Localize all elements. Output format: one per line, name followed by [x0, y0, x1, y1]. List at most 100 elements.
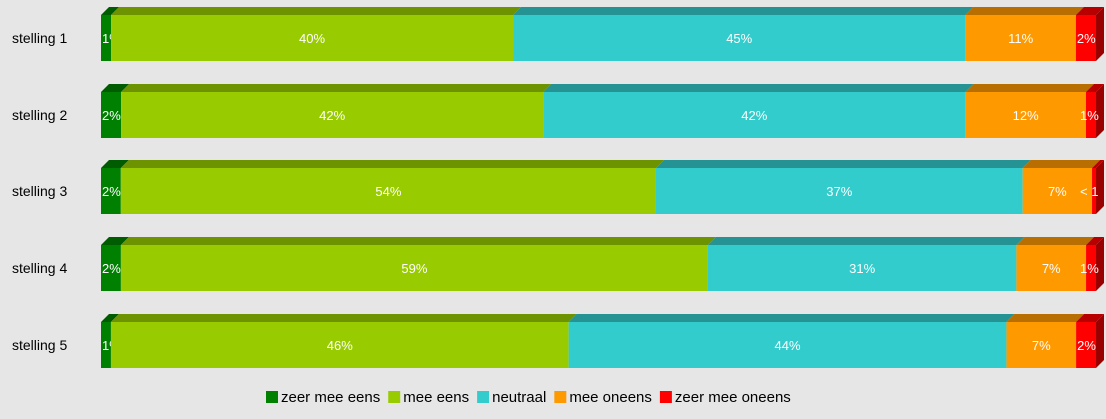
legend-label: zeer mee oneens	[675, 389, 791, 406]
bar-segment: 46%	[110, 314, 577, 368]
bar-top-face	[101, 7, 120, 15]
bar-front-face	[1085, 92, 1096, 138]
data-label: 40%	[299, 31, 325, 46]
bar-segment: 1%	[1080, 237, 1104, 291]
bar-side-face	[1096, 160, 1104, 214]
data-label: 1%	[1080, 261, 1099, 276]
bar-front-face	[1006, 322, 1077, 368]
bar-segment: 1%	[1080, 84, 1104, 138]
bar-top-face	[110, 314, 577, 322]
legend-item: zeer mee eens	[266, 389, 380, 406]
bar-front-face	[120, 168, 656, 214]
bar-front-face	[655, 168, 1023, 214]
data-label: 7%	[1032, 338, 1051, 353]
bar-front-face	[1016, 245, 1087, 291]
bar-front-face	[568, 322, 1007, 368]
data-label: 37%	[826, 184, 852, 199]
data-label: 2%	[102, 108, 121, 123]
bar-top-face	[1006, 314, 1085, 322]
bar-front-face	[707, 245, 1017, 291]
legend-label: mee oneens	[569, 389, 652, 406]
bar-front-face	[101, 245, 121, 291]
bar-segment: 2%	[101, 84, 130, 138]
bar-top-face	[101, 237, 129, 245]
category-label: stelling 5	[12, 337, 67, 353]
bar-segment: 37%	[655, 160, 1031, 214]
bar-segment: 7%	[1022, 160, 1101, 214]
bar-side-face	[1096, 237, 1104, 291]
bar-segment: 7%	[1016, 237, 1095, 291]
legend-swatch	[477, 391, 490, 403]
category-label: stelling 4	[12, 260, 67, 276]
bar-segment: 45%	[513, 7, 974, 61]
bar-side-face	[1096, 84, 1104, 138]
bar-front-face	[101, 168, 121, 214]
bar-front-face	[965, 15, 1076, 61]
legend-swatch	[554, 391, 567, 403]
bar-top-face	[101, 314, 119, 322]
bar-top-face	[120, 237, 716, 245]
data-label: 45%	[726, 31, 752, 46]
bar-top-face	[111, 7, 522, 15]
bar-segment: 42%	[543, 84, 974, 138]
bar-front-face	[1022, 168, 1093, 214]
bar-segment: 40%	[111, 7, 522, 61]
bar-top-face	[513, 7, 974, 15]
bar-front-face	[513, 15, 966, 61]
legend-item: neutraal	[477, 389, 546, 406]
bar-top-face	[101, 160, 129, 168]
legend-swatch	[266, 391, 278, 403]
legend-swatch	[659, 391, 672, 403]
bar-top-face	[965, 84, 1094, 92]
data-label: 1%	[1080, 108, 1099, 123]
bar-top-face	[1022, 160, 1101, 168]
bar-front-face	[101, 322, 111, 368]
legend-item: zeer mee oneens	[659, 389, 791, 406]
bar-segment: 42%	[121, 84, 552, 138]
data-label: 11%	[1008, 31, 1033, 46]
data-label: 7%	[1042, 261, 1061, 276]
bar-segment: 11%	[965, 7, 1084, 61]
bar-front-face	[121, 92, 544, 138]
bar-top-face	[121, 84, 552, 92]
legend-label: neutraal	[492, 389, 546, 406]
data-label: 42%	[319, 108, 345, 123]
bar-top-face	[655, 160, 1031, 168]
bar-top-face	[543, 84, 974, 92]
legend-label: zeer mee eens	[281, 389, 380, 406]
bar-front-face	[1076, 322, 1096, 368]
data-label: 54%	[375, 184, 401, 199]
bar-segment: < 1	[1080, 160, 1104, 214]
data-label: 42%	[741, 108, 767, 123]
bar-front-face	[120, 245, 708, 291]
bar-side-face	[1096, 7, 1104, 61]
bar-row: 2% 59% 31% 7% 1%	[101, 237, 1104, 291]
legend-item: mee oneens	[554, 389, 652, 406]
bar-top-face	[1092, 160, 1104, 168]
legend-swatch	[388, 391, 401, 403]
category-label: stelling 1	[12, 30, 67, 46]
bar-top-face	[965, 7, 1084, 15]
bar-row: 1%40%45%11%2%	[101, 7, 1104, 61]
data-label: < 1	[1080, 184, 1098, 199]
bars-layer: 1%40%45%11%2%2%42%42%12%1%2%54%37%7%< 12…	[101, 7, 1104, 368]
bar-front-face	[1092, 168, 1096, 214]
bar-front-face	[101, 92, 122, 138]
bar-top-face	[1075, 7, 1104, 15]
legend-item: mee eens	[388, 389, 469, 406]
category-label: stelling 2	[12, 107, 67, 123]
bar-front-face	[101, 15, 112, 61]
bar-top-face	[707, 237, 1025, 245]
data-label: 2%	[1077, 31, 1096, 46]
bar-front-face	[965, 92, 1086, 138]
bar-top-face	[568, 314, 1015, 322]
data-label: 2%	[102, 184, 121, 199]
bar-segment: 44%	[568, 314, 1015, 368]
bar-front-face	[111, 15, 514, 61]
data-label: 44%	[775, 338, 801, 353]
data-label: 31%	[849, 261, 875, 276]
bar-segment: 2%	[101, 160, 129, 214]
bar-segment: 7%	[1006, 314, 1085, 368]
bar-segment: 2%	[1075, 7, 1104, 61]
